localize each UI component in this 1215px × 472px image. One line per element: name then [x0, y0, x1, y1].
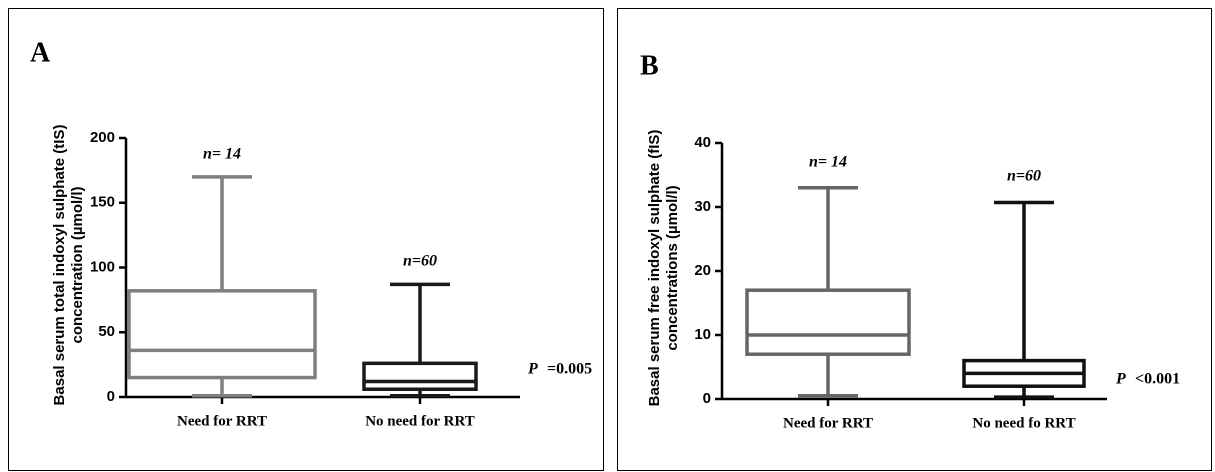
x-tick-label: Need for RRT	[783, 415, 873, 431]
panel-border	[8, 8, 604, 471]
panel-label: A	[30, 37, 51, 68]
y-tick-label: 50	[98, 323, 115, 340]
box	[362, 361, 478, 391]
y-axis-label: concentration (µmol/l)	[69, 187, 86, 344]
p-value: =0.005	[547, 361, 592, 378]
y-axis-label: concentrations (µmol/l)	[664, 185, 681, 350]
y-tick-label: 0	[107, 388, 115, 405]
x-tick-label: No need for RRT	[365, 413, 475, 429]
y-tick-label: 20	[694, 262, 711, 279]
y-tick-label: 30	[694, 198, 711, 215]
n-label: n= 14	[809, 154, 847, 171]
p-label: P	[1115, 371, 1126, 388]
y-tick-label: 150	[90, 194, 115, 211]
n-label: n=60	[1007, 168, 1041, 185]
y-tick-label: 40	[694, 134, 711, 151]
y-axis-label: Basal serum free indoxyl sulphate (fIS)	[646, 130, 663, 407]
y-tick-label: 100	[90, 258, 115, 275]
y-tick-label: 200	[90, 129, 115, 146]
box	[127, 289, 317, 380]
panel-label: B	[640, 50, 659, 81]
x-tick-label: No need fo RRT	[972, 415, 1075, 431]
n-label: n=60	[403, 253, 437, 270]
y-tick-label: 0	[703, 390, 711, 407]
panel-border	[617, 8, 1212, 471]
box	[745, 288, 911, 356]
y-tick-label: 10	[694, 326, 711, 343]
n-label: n= 14	[203, 146, 241, 163]
x-tick-label: Need for RRT	[177, 413, 267, 429]
p-label: P	[527, 361, 538, 378]
y-axis-label: Basal serum total indoxyl sulphate (tIS)	[51, 125, 68, 406]
p-value: <0.001	[1135, 371, 1180, 388]
